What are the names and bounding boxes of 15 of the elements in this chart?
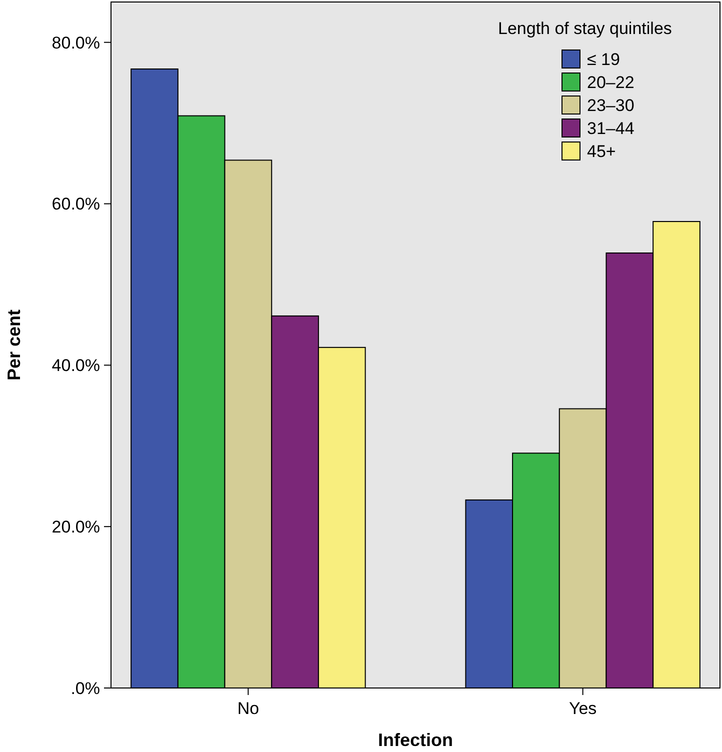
y-tick-label: 40.0% [52,356,100,376]
y-axis-title: Per cent [4,309,24,381]
legend-label: 23–30 [587,96,634,115]
x-tick-label: No [237,699,260,718]
x-axis-title: Infection [378,730,453,750]
legend-title: Length of stay quintiles [498,19,672,38]
legend-label: 31–44 [587,119,634,138]
legend-label: 20–22 [587,73,634,92]
y-tick-label: 20.0% [52,518,100,537]
y-tick-label: 60.0% [52,194,100,214]
y-tick-label: .0% [70,678,100,698]
y-tick-label: 80.0% [52,33,100,52]
legend-label: ≤ 19 [587,50,620,69]
x-tick-label: Yes [568,699,597,718]
legend-label: 45+ [587,142,616,161]
